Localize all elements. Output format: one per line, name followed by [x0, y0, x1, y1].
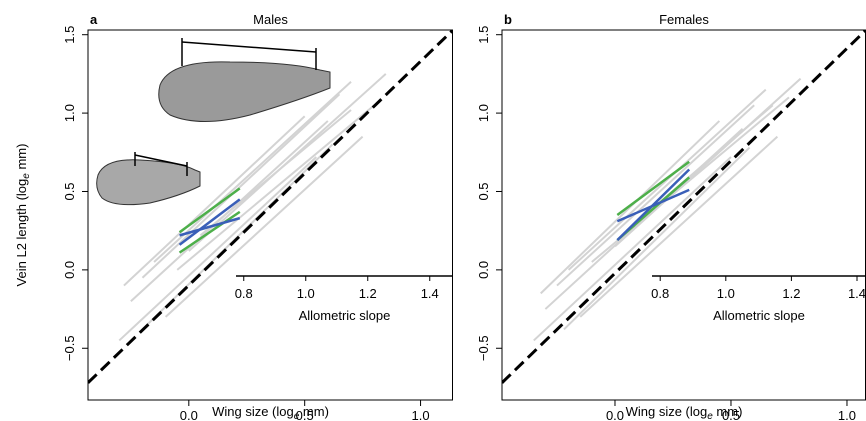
y-tick-label: 0.5: [476, 182, 491, 200]
individual-line: [118, 156, 317, 342]
reference-line: [502, 30, 866, 384]
x-axis-label-pre: Wing size (log: [626, 404, 708, 419]
inset-tick-label: 0.8: [651, 286, 669, 301]
y-axis-label-post: mm): [14, 144, 29, 174]
inset-histogram: 0.8 1.0 1.2 1.4 Allometric slope: [235, 275, 453, 323]
x-axis-label-post: mm): [713, 404, 743, 419]
inset-tick-label: 1.4: [848, 286, 866, 301]
x-tick-label: 0.5: [722, 408, 740, 421]
individual-line: [164, 135, 364, 318]
individual-line: [556, 104, 755, 287]
plot-frame: [87, 29, 453, 401]
x-tick-label: 0.5: [296, 408, 314, 421]
slope-line: [178, 187, 241, 234]
panel-label: a: [90, 12, 98, 27]
individual-line: [614, 77, 802, 248]
x-tick-label: 1.0: [838, 408, 856, 421]
individual-line: [579, 135, 779, 318]
y-tick-label: 0.0: [476, 261, 491, 279]
x-tick-label: 0.0: [180, 408, 198, 421]
wing-image-small: [96, 152, 201, 206]
x-axis-label: Wing size (loge mm): [626, 404, 743, 421]
inset-tick-label: 1.0: [297, 286, 315, 301]
x-tick-label: 1.0: [412, 408, 430, 421]
inset-tick-label: 1.4: [421, 286, 439, 301]
individual-line: [533, 156, 732, 342]
x-axis-label-post: mm): [299, 404, 329, 419]
individual-line: [563, 146, 751, 331]
individual-line: [141, 93, 341, 279]
y-axis-label-sub: e: [21, 173, 32, 179]
x-axis-label-pre: Wing size (log: [212, 404, 294, 419]
slope-line: [179, 216, 241, 237]
inset-tick-label: 1.0: [717, 286, 735, 301]
individual-line: [199, 109, 352, 237]
y-tick-label: 1.0: [62, 104, 77, 122]
slope-line: [616, 168, 691, 241]
individual-line: [123, 115, 306, 287]
x-tick-label: 0.0: [606, 408, 624, 421]
y-axis-label: Vein L2 length (loge mm): [14, 144, 32, 287]
y-tick-label: 0.0: [62, 261, 77, 279]
slope-line: [616, 160, 690, 217]
individual-line: [567, 88, 767, 271]
panel-label: b: [504, 12, 512, 27]
plot-area: [88, 30, 453, 384]
inset-tick-label: 1.2: [359, 286, 377, 301]
x-axis-label-sub: e: [707, 411, 713, 421]
slope-line: [178, 198, 241, 246]
individual-line: [176, 104, 375, 271]
y-tick-label: 1.5: [476, 26, 491, 44]
x-axis-label: Wing size (loge mm): [212, 404, 329, 421]
y-tick-label: −0.5: [62, 335, 77, 361]
inset-tick-label: 1.2: [782, 286, 800, 301]
chart-title: Males: [253, 12, 288, 27]
inset-tick-label: 0.8: [235, 286, 253, 301]
chart-title: Females: [659, 12, 709, 27]
x-axis-label-sub: e: [294, 411, 300, 421]
slope-line: [178, 210, 241, 254]
inset-x-label: Allometric slope: [299, 308, 391, 323]
y-axis-label-pre: Vein L2 length (log: [14, 179, 29, 287]
y-tick-label: 1.0: [476, 104, 491, 122]
wing-image-large: [158, 38, 331, 122]
reference-line: [88, 30, 453, 384]
individual-line: [540, 120, 721, 295]
inset-histogram: 0.8 1.0 1.2 1.4 Allometric slope: [651, 275, 866, 323]
y-tick-label: 0.5: [62, 182, 77, 200]
plot-area: [502, 30, 866, 384]
inset-x-label: Allometric slope: [713, 308, 805, 323]
y-tick-label: −0.5: [476, 335, 491, 361]
plot-frame: [501, 29, 866, 401]
y-tick-label: 1.5: [62, 26, 77, 44]
